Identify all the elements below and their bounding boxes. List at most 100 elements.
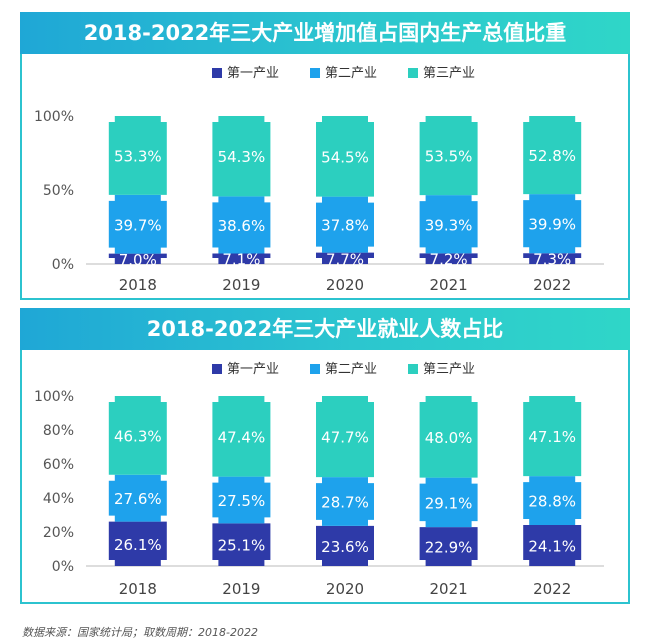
data-label: 37.8%	[321, 217, 369, 235]
data-label: 39.9%	[528, 216, 576, 234]
bar-segment	[419, 116, 478, 196]
bar-segment	[419, 396, 478, 478]
bar-segment	[212, 116, 271, 197]
x-tick-label: 2019	[222, 580, 260, 598]
data-label: 46.3%	[114, 427, 162, 445]
data-label: 52.8%	[528, 147, 576, 165]
bar-segment	[212, 476, 271, 524]
legend-swatch	[408, 364, 418, 374]
data-label: 39.7%	[114, 216, 162, 234]
bar-segment	[523, 396, 582, 477]
chart-frame: 第一产业 第二产业 第三产业 0% 20% 40% 60% 80% 100% 26.1% 27.6%…	[20, 350, 630, 604]
bar-segment	[108, 521, 167, 566]
data-label: 47.4%	[218, 428, 266, 446]
y-tick-label: 100%	[34, 109, 74, 125]
y-tick-label: 40%	[43, 491, 74, 507]
x-tick-label: 2022	[533, 580, 571, 598]
legend-label: 第一产业	[227, 66, 279, 81]
chart-title: 2018-2022年三大产业就业人数占比	[20, 308, 630, 350]
data-label: 25.1%	[218, 537, 266, 555]
data-label: 53.3%	[114, 147, 162, 165]
bar-segment	[212, 523, 271, 566]
chart-frame: 第一产业 第二产业 第三产业 0% 50% 100% 7.0% 39.7% 53.3% 2018 7…	[20, 54, 630, 300]
y-tick-label: 0%	[52, 257, 74, 273]
data-label: 26.1%	[114, 536, 162, 554]
bar-segment	[316, 477, 374, 526]
data-label: 47.7%	[321, 429, 369, 447]
bar-segment	[108, 116, 167, 195]
bar-segment	[523, 116, 582, 195]
x-tick-label: 2019	[222, 276, 260, 294]
legend-label: 第一产业	[227, 362, 279, 377]
legend-label: 第三产业	[423, 66, 475, 81]
data-label: 28.7%	[321, 493, 369, 511]
bar-segment	[316, 525, 374, 566]
data-label: 22.9%	[425, 539, 473, 557]
data-label: 28.8%	[528, 493, 576, 511]
data-label: 7.0%	[119, 251, 157, 269]
data-label: 7.1%	[222, 251, 260, 269]
bar-segment	[316, 396, 374, 478]
bar-segment	[523, 194, 582, 254]
bar-segment	[212, 196, 271, 254]
bar-segment	[316, 196, 374, 253]
bar-segment	[212, 396, 271, 477]
data-label: 54.3%	[218, 148, 266, 166]
bar-segment	[523, 253, 582, 264]
chart-title: 2018-2022年三大产业增加值占国内生产总值比重	[20, 12, 630, 54]
data-label: 27.6%	[114, 490, 162, 508]
data-label: 7.2%	[430, 251, 468, 269]
bar-segment	[108, 474, 167, 522]
legend-swatch	[212, 68, 222, 78]
data-label: 23.6%	[321, 538, 369, 556]
legend-swatch	[408, 68, 418, 78]
y-tick-label: 20%	[43, 525, 74, 541]
chart-panel-gdp-share: 2018-2022年三大产业增加值占国内生产总值比重 第一产业 第二产业 第三产业 0…	[20, 12, 630, 300]
x-tick-label: 2021	[430, 580, 468, 598]
chart-panel-employment-share: 2018-2022年三大产业就业人数占比 第一产业 第二产业 第三产业 0% 20% 40…	[20, 308, 630, 604]
bar-segment	[316, 252, 374, 264]
data-label: 48.0%	[425, 429, 473, 447]
y-tick-label: 60%	[43, 457, 74, 473]
x-tick-label: 2020	[326, 580, 364, 598]
bar-segment	[212, 253, 271, 264]
data-label: 7.7%	[326, 250, 364, 268]
data-label: 38.6%	[218, 217, 266, 235]
bar-segment	[108, 194, 167, 254]
legend-swatch	[212, 364, 222, 374]
bar-segment	[419, 477, 478, 528]
y-tick-label: 80%	[43, 423, 74, 439]
bar-segment	[419, 195, 478, 254]
x-tick-label: 2021	[430, 276, 468, 294]
bar-segment	[108, 396, 167, 475]
data-label: 7.3%	[533, 251, 571, 269]
bar-segment	[419, 527, 478, 566]
data-label: 53.5%	[425, 148, 473, 166]
data-label: 39.3%	[425, 216, 473, 234]
legend-label: 第二产业	[325, 362, 377, 377]
x-tick-label: 2020	[326, 276, 364, 294]
chart-svg: 第一产业 第二产业 第三产业 0% 50% 100% 7.0% 39.7% 53.3% 2018 7…	[34, 66, 604, 294]
bar-segment	[523, 476, 582, 526]
bar-segment	[523, 525, 582, 566]
data-label: 24.1%	[528, 538, 576, 556]
legend-label: 第二产业	[325, 66, 377, 81]
data-label: 29.1%	[425, 494, 473, 512]
bar-segment	[108, 253, 167, 264]
x-tick-label: 2018	[119, 276, 157, 294]
data-label: 54.5%	[321, 148, 369, 166]
y-tick-label: 100%	[34, 389, 74, 405]
chart-svg: 第一产业 第二产业 第三产业 0% 20% 40% 60% 80% 100% 26.1% 27.6%…	[34, 362, 604, 598]
legend-label: 第三产业	[423, 362, 475, 377]
bar-segment	[316, 116, 374, 197]
y-tick-label: 50%	[43, 183, 74, 199]
y-tick-label: 0%	[52, 559, 74, 575]
source-note: 数据来源：国家统计局；取数周期：2018-2022	[22, 626, 258, 639]
legend-swatch	[310, 68, 320, 78]
x-tick-label: 2018	[119, 580, 157, 598]
x-tick-label: 2022	[533, 276, 571, 294]
data-label: 27.5%	[218, 492, 266, 510]
data-label: 47.1%	[528, 428, 576, 446]
bar-segment	[419, 253, 478, 264]
legend-swatch	[310, 364, 320, 374]
